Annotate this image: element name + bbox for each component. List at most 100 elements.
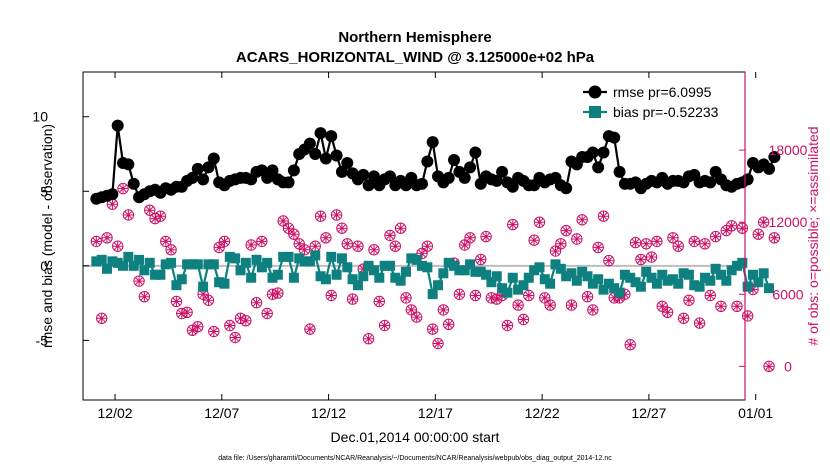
obs-assimilated-marker [491,294,502,305]
bias-point [523,272,534,283]
obs-assimilated-marker [513,300,524,311]
obs-possible-marker [624,339,636,351]
bias-point [304,256,315,267]
bias-point [102,263,113,274]
rmse-point [464,161,477,174]
obs-assimilated-marker [123,210,134,220]
obs-assimilated-marker [144,205,155,216]
bias-point [112,257,123,268]
obs-possible-marker [336,222,348,234]
obs-possible-marker [138,290,151,303]
obs-possible-marker [501,319,514,332]
obs-assimilated-marker [651,236,662,247]
y-left-tick-label: 0 [40,258,48,274]
bias-point [320,274,331,285]
chart-title: Northern Hemisphere [338,29,491,46]
bias-point [224,251,235,262]
obs-assimilated-marker [641,238,652,249]
bias-point [673,278,684,289]
rmse-point [303,137,316,150]
obs-possible-marker [597,210,610,222]
obs-assimilated-marker [278,216,289,226]
obs-possible-marker [587,304,599,316]
obs-possible-marker [416,247,428,260]
obs-possible-marker [117,182,129,195]
y-left-tick-label: 10 [32,109,48,125]
obs-assimilated-marker [678,313,689,324]
bias-point [443,257,454,268]
obs-assimilated-marker [764,361,774,372]
bias-point [406,253,417,264]
obs-assimilated-marker [385,230,395,241]
obs-possible-marker [378,319,391,332]
bias-point [246,272,257,283]
obs-possible-marker [704,289,716,302]
obs-assimilated-marker [139,291,150,302]
bias-point [710,263,721,274]
obs-assimilated-marker [614,292,625,303]
bias-point [731,260,742,271]
obs-assimilated-marker [689,236,700,247]
bias-point [513,284,524,295]
bias-point [160,259,171,270]
obs-possible-marker [757,216,770,228]
bias-point [315,271,326,282]
obs-assimilated-marker [331,210,342,220]
y-right-tick-label: 0 [784,358,792,374]
rmse-point [314,127,327,140]
obs-possible-marker [683,294,695,306]
obs-possible-marker [437,304,450,316]
bias-point [203,259,214,270]
bias-point [278,251,289,262]
obs-possible-marker [250,296,263,309]
obs-possible-marker [245,239,257,251]
obs-assimilated-marker [582,291,593,302]
obs-assimilated-marker [475,254,486,265]
obs-assimilated-marker [646,252,657,262]
obs-possible-marker [400,292,412,304]
obs-possible-marker [736,222,749,234]
obs-assimilated-marker [705,290,716,301]
bias-point [134,254,145,265]
bias-point [657,269,668,280]
bias-point [182,259,193,270]
obs-assimilated-marker [155,211,166,222]
bias-point [582,271,593,282]
obs-possible-marker [346,293,359,305]
bias-point [107,256,118,267]
rmse-point [496,165,509,178]
rmse-point [613,165,626,178]
bias-point [534,262,545,273]
bias-point [683,269,694,280]
rmse-point [362,179,375,192]
obs-assimilated-marker [256,236,267,247]
obs-possible-marker [224,319,236,332]
chart-subtitle: ACARS_HORIZONTAL_WIND @ 3.125000e+02 hPa [236,49,595,66]
bias-point [603,278,614,289]
obs-possible-marker [560,224,572,237]
bias-point [347,274,358,285]
x-tick-label: 12/07 [204,405,239,421]
obs-assimilated-marker [726,220,737,231]
obs-possible-marker [688,235,700,248]
obs-assimilated-marker [545,300,556,311]
obs-assimilated-marker [529,235,540,246]
obs-possible-marker [768,232,781,244]
bias-point [699,272,710,283]
obs-assimilated-marker [737,223,748,234]
obs-assimilated-marker [262,308,273,319]
obs-assimilated-marker [96,313,107,324]
obs-assimilated-marker [732,301,742,312]
rmse-point [506,180,519,193]
bias-point [192,259,203,270]
bias-point [742,281,753,292]
bias-point [336,253,347,264]
rmse-point [448,153,461,166]
rmse-point [592,161,605,174]
bias-point [678,268,689,279]
bias-point [368,265,379,276]
bias-point [721,275,732,286]
legend-rmse-swatch-marker [588,85,602,99]
rmse-point [325,130,338,143]
